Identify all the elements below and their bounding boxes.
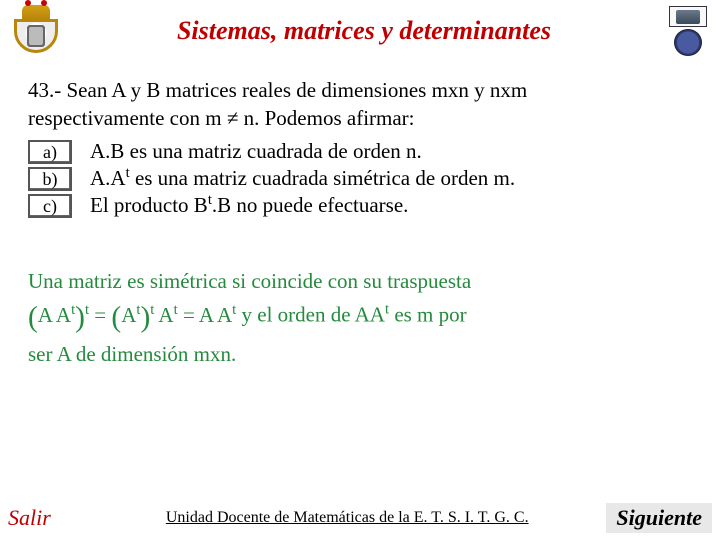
question-prompt: 43.- Sean A y B matrices reales de dimen… [28,76,692,133]
question-line1: 43.- Sean A y B matrices reales de dimen… [28,78,527,102]
header: Sistemas, matrices y determinantes [0,0,720,58]
option-c-button[interactable]: c) [28,194,72,218]
next-button[interactable]: Siguiente [606,503,712,533]
explanation-formula: (A At)t = (At)t At = A At [28,303,236,327]
explanation-line1: Una matriz es simétrica si coincide con … [28,269,471,293]
unit-label: Unidad Docente de Matemáticas de la E. T… [88,509,606,527]
option-a-button[interactable]: a) [28,140,72,164]
explanation: Una matriz es simétrica si coincide con … [28,266,692,370]
question-line2-suffix: . Podemos afirmar: [254,106,414,130]
page-title: Sistemas, matrices y determinantes [64,16,664,46]
content-area: 43.- Sean A y B matrices reales de dimen… [0,58,720,369]
footer: Salir Unidad Docente de Matemáticas de l… [0,500,720,536]
crest-logo-icon [8,5,64,57]
institution-logo-icon [664,6,712,56]
option-b-button[interactable]: b) [28,167,72,191]
exit-button[interactable]: Salir [8,505,88,531]
option-c-row: c) El producto Bt.B no puede efectuarse. [28,193,692,218]
option-b-row: b) A.At es una matriz cuadrada simétrica… [28,166,692,191]
options-list: a) A.B es una matriz cuadrada de orden n… [28,139,692,218]
option-b-text: A.At es una matriz cuadrada simétrica de… [90,166,515,191]
question-line2-prefix: respectivamente con [28,106,205,130]
question-math: m ≠ n [205,106,254,130]
explanation-line3: ser A de dimensión mxn. [28,342,236,366]
explanation-line2-prefix: y el orden de AA [236,303,385,327]
explanation-line2-suffix: es m por [389,303,467,327]
option-c-text: El producto Bt.B no puede efectuarse. [90,193,408,218]
option-a-text: A.B es una matriz cuadrada de orden n. [90,139,422,164]
option-a-row: a) A.B es una matriz cuadrada de orden n… [28,139,692,164]
